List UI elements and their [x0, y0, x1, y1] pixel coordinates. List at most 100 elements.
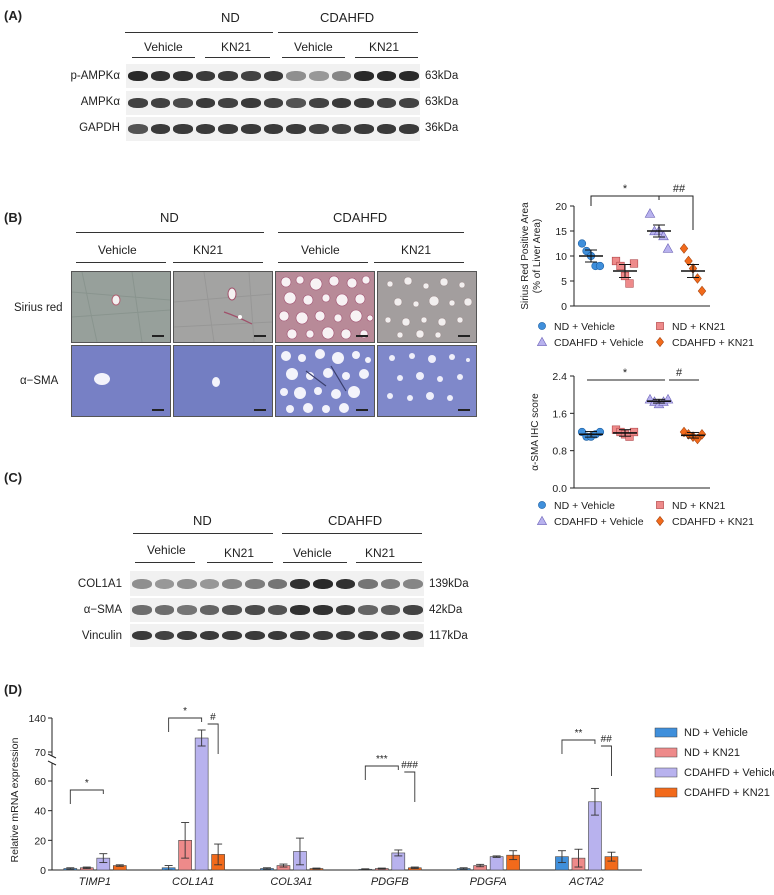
legend-marker	[536, 515, 548, 525]
bar	[194, 737, 209, 871]
legend-marker	[538, 322, 546, 330]
x-category-label: ACTA2	[568, 876, 604, 888]
y-tick-label: 0.0	[552, 483, 567, 495]
panel-c-sub-line-4	[356, 562, 422, 563]
legend-marker	[536, 336, 548, 346]
blot-band	[222, 630, 243, 641]
histo-asma-cdahfd-vehicle	[275, 345, 375, 417]
sirius-red-dot-plot: 0 5 10 15 20 Sirius Red Positive Area (% of Li…	[520, 183, 754, 348]
significance-label: *	[623, 367, 628, 379]
blot-band	[267, 630, 288, 641]
panel-a-row-label-3: GAPDH	[79, 122, 120, 134]
blot-band	[286, 98, 306, 108]
data-point	[577, 239, 587, 248]
blot-band	[177, 605, 197, 615]
data-point	[595, 261, 605, 271]
panel-a-sub-1: Vehicle	[144, 40, 183, 54]
blot-band	[222, 605, 243, 615]
significance-bracket	[207, 723, 219, 754]
blot-band	[290, 605, 310, 615]
legend-label: CDAHFD + KN21	[684, 787, 770, 799]
legend-label: CDAHFD + Vehicle	[554, 516, 644, 528]
blot-band	[399, 124, 419, 134]
blot-band	[177, 578, 197, 589]
x-category-label: COL3A1	[270, 876, 312, 888]
blot-band	[308, 71, 329, 81]
legend-swatch	[654, 787, 678, 798]
significance-label: ##	[673, 183, 686, 195]
bar	[489, 856, 504, 871]
significance-bracket	[168, 717, 203, 732]
panel-b-group-cdahfd: CDAHFD	[333, 210, 388, 225]
blot-band	[267, 578, 288, 589]
y-axis-label: Relative mRNA expression	[9, 737, 21, 862]
panel-b-sub-line-2	[173, 262, 263, 263]
blot-a-gapdh	[126, 117, 420, 141]
mrna-expression-bar-chart: 0 20 40 60 70 140 Relative mRNA expression TIMP…	[9, 706, 774, 888]
panel-c-nd-line	[133, 533, 273, 534]
y-tick-label: 0.8	[552, 446, 567, 458]
panel-c-sub-4: KN21	[365, 546, 396, 560]
data-point	[625, 279, 634, 288]
significance-bracket	[600, 745, 612, 776]
blot-band	[286, 124, 306, 134]
blot-band	[403, 578, 423, 589]
panel-b-row-sirius: Sirius red	[14, 302, 63, 314]
histo-sirius-cdahfd-kn21	[377, 271, 477, 343]
blot-band	[173, 98, 193, 108]
blot-band	[241, 124, 261, 134]
histo-sirius-cdahfd-vehicle	[275, 271, 375, 343]
legend-marker	[656, 336, 664, 348]
data-point	[693, 273, 702, 284]
y-tick-label: 5	[561, 276, 567, 288]
panel-c-sub-2: KN21	[224, 546, 255, 560]
data-point	[693, 433, 702, 445]
blot-band	[331, 98, 352, 108]
legend-label: ND + KN21	[672, 500, 726, 512]
blot-band	[376, 98, 397, 108]
legend-label: CDAHFD + Vehicle	[684, 767, 774, 779]
blot-band	[150, 98, 171, 108]
panel-c-sub-line-3	[283, 562, 347, 563]
data-point	[629, 259, 639, 268]
blot-band	[177, 630, 197, 641]
panel-a-cdahfd-line	[278, 32, 418, 33]
y-tick-label: 0	[40, 865, 46, 877]
blot-band	[399, 98, 419, 108]
blot-band	[308, 124, 329, 134]
panel-c-kda-2: 42kDa	[429, 604, 463, 616]
blot-band	[335, 630, 356, 641]
blot-band	[380, 605, 401, 615]
y-tick-label: 60	[34, 776, 46, 788]
histo-asma-nd-kn21-graphic	[174, 346, 272, 416]
histo-asma-cdahfd-kn21	[377, 345, 477, 417]
panel-a-row-label-2: AMPKα	[80, 96, 120, 108]
blot-band	[199, 630, 220, 641]
panel-c-sub-1: Vehicle	[147, 543, 186, 557]
blot-band	[150, 71, 171, 81]
significance-label: ***	[376, 754, 388, 765]
legend-label: ND + KN21	[684, 747, 740, 759]
blot-band	[199, 578, 220, 589]
blot-band	[286, 71, 306, 81]
panel-c-row-label-1: COL1A1	[77, 578, 122, 590]
panel-a-sub-line-1	[132, 57, 195, 58]
blot-band	[128, 124, 148, 134]
blot-band	[173, 71, 193, 81]
blot-band	[128, 71, 148, 81]
y-tick-label: 20	[34, 835, 46, 847]
blot-band	[218, 98, 239, 108]
significance-bracket	[364, 765, 399, 780]
legend-label: CDAHFD + KN21	[672, 516, 754, 528]
panel-b-sub-1: Vehicle	[98, 243, 137, 257]
x-category-label: COL1A1	[172, 876, 214, 888]
blot-band	[354, 124, 374, 134]
axis-break	[47, 753, 57, 759]
histo-sirius-cdahfd-kn21-graphic	[378, 272, 476, 342]
data-point	[616, 261, 625, 271]
data-point	[611, 256, 621, 266]
blot-band	[335, 605, 356, 615]
blot-band	[354, 71, 374, 81]
panel-b-cdahfd-line	[278, 232, 464, 233]
data-point	[644, 208, 656, 218]
